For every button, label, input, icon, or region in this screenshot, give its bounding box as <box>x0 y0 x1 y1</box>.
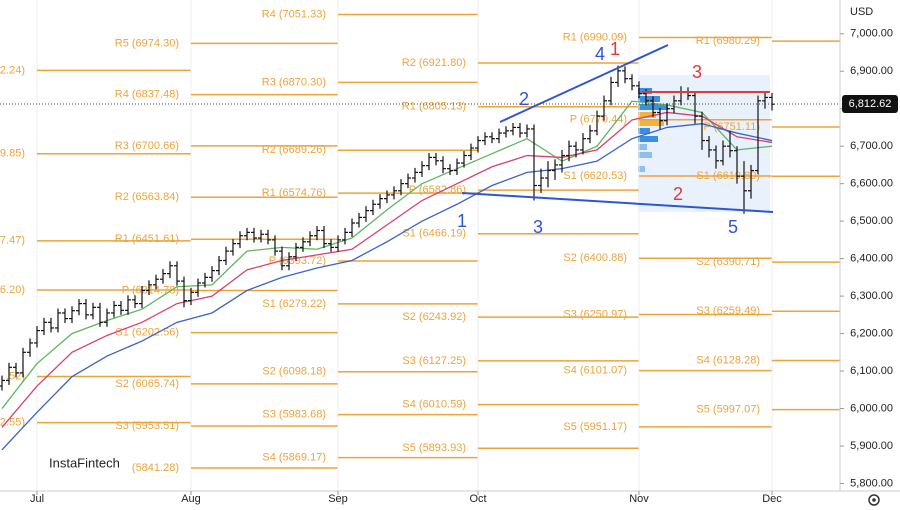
pivot-label: R3 (6870.30) <box>262 76 326 88</box>
y-tick-label: 6,300.00 <box>850 290 893 302</box>
profile-bar <box>638 120 664 126</box>
pivot-label: 6.20) <box>0 284 25 296</box>
trend-line <box>461 192 774 213</box>
moving-average <box>1 100 773 409</box>
price-box <box>842 94 898 113</box>
pivot-label: S4 (5869.17) <box>262 451 326 463</box>
pivot-label: (5841.28) <box>132 462 179 474</box>
x-tick-label: Sep <box>328 493 348 505</box>
y-tick-label: 6,400.00 <box>850 253 893 265</box>
pivot-label: S2 (6400.88) <box>563 252 627 264</box>
wave-label: 1 <box>610 39 620 59</box>
pivot-label: S4 (6101.07) <box>563 365 627 377</box>
pivot-label: R4 (7051.33) <box>262 8 326 20</box>
profile-area <box>638 75 770 212</box>
pivot-label: P (6314.78) <box>122 284 179 296</box>
pivot-label: S2 (6390.71) <box>696 256 760 268</box>
pivot-label: R5 (6974.30) <box>115 37 179 49</box>
currency: USD <box>850 6 873 18</box>
pivot-label: R1 (6980.29) <box>696 35 760 47</box>
pivot-label: 9.85) <box>0 148 25 160</box>
profile-bar <box>638 136 658 142</box>
pivot-label: R1 (6451.61) <box>115 233 179 245</box>
wave-label: 3 <box>692 62 702 82</box>
pivot-label: R3 (6700.66) <box>115 140 179 152</box>
wave-label: 2 <box>673 184 683 204</box>
x-tick-label: Jul <box>30 493 44 505</box>
pivot-label: R2 (6921.80) <box>402 57 466 69</box>
pivot-label: S3 (5983.68) <box>262 409 326 421</box>
x-tick-label: Nov <box>629 493 649 505</box>
pivot-label: R1 (6574.76) <box>262 187 326 199</box>
pivot-label: 2.24) <box>0 64 25 76</box>
pivot-label: S2 (6065.74) <box>115 378 179 390</box>
y-tick-label: 6,100.00 <box>850 365 893 377</box>
pivot-label: S3 (6259.49) <box>696 305 760 317</box>
settings-icon[interactable] <box>868 494 880 506</box>
pivot-label: S3 (5953.51) <box>115 420 179 432</box>
x-tick-label: Dec <box>762 493 782 505</box>
pivot-label: S5 (5951.17) <box>563 421 627 433</box>
profile-bar <box>638 96 660 102</box>
watermark-bg <box>44 453 118 475</box>
wave-label: 1 <box>457 211 467 231</box>
pivot-label: R2 (6689.26) <box>262 144 326 156</box>
pivot-label: S3 (6250.97) <box>563 308 627 320</box>
pivot-label: S3 (6127.25) <box>402 355 466 367</box>
x-tick-label: Oct <box>469 493 486 505</box>
y-tick-label: 5,900.00 <box>850 440 893 452</box>
wave-label: 5 <box>728 217 738 237</box>
x-tick-label: Aug <box>181 493 201 505</box>
pivot-label: R4 (6837.48) <box>115 89 179 101</box>
pivot-label: R1 (6805.13) <box>402 101 466 113</box>
price-label: 6,812.62 <box>849 98 892 110</box>
wave-label: 3 <box>533 217 543 237</box>
profile-bar <box>638 128 650 134</box>
pivot-label: S4 (6010.59) <box>402 398 466 410</box>
pivot-label: S4 (6128.28) <box>696 354 760 366</box>
wave-label: 4 <box>595 44 605 64</box>
volume-profile <box>638 75 770 212</box>
y-tick-label: 6,200.00 <box>850 327 893 339</box>
trend-line <box>499 44 669 123</box>
watermark: InstaFintech <box>49 455 120 470</box>
pivot-label: S1 (6466.19) <box>402 228 466 240</box>
y-tick-label: 5,800.00 <box>850 477 893 489</box>
pivot-label: P (6393.72) <box>269 255 326 267</box>
pivot-label: 2.55) <box>0 416 25 428</box>
profile-bar <box>638 144 647 150</box>
pivot-label: S5 (5997.07) <box>696 404 760 416</box>
pivot-label: S1 (6279.22) <box>262 298 326 310</box>
y-tick-label: 6,600.00 <box>850 178 893 190</box>
profile-bar <box>638 166 645 172</box>
pivot-label: S1 (6620.53) <box>563 170 627 182</box>
y-tick-label: 6,000.00 <box>850 402 893 414</box>
y-tick-label: 6,900.00 <box>850 65 893 77</box>
y-tick-label: 6,500.00 <box>850 215 893 227</box>
pivot-label: R1 (6990.09) <box>563 31 627 43</box>
moving-average <box>1 123 773 451</box>
y-tick-label: 7,000.00 <box>850 28 893 40</box>
plot: 2.24)9.85)7.47)6.20).52)2.55)R5 (6974.30… <box>0 0 840 491</box>
axis-panel <box>840 0 900 510</box>
gear-center[interactable] <box>872 498 876 502</box>
pivot-label: R2 (6563.84) <box>115 191 179 203</box>
profile-bar <box>638 112 656 118</box>
pivot-label: S2 (6243.92) <box>402 311 466 323</box>
pivot-label: P (6770.44) <box>570 114 627 126</box>
profile-bar <box>638 152 652 158</box>
moving-average <box>1 111 773 428</box>
pivot-label: 7.47) <box>0 235 25 247</box>
gear[interactable] <box>868 494 880 506</box>
pivot-label: S5 (5893.93) <box>402 442 466 454</box>
pivot-label: P (6582.86) <box>409 184 466 196</box>
wave-label: 2 <box>519 89 529 109</box>
pivot-label: S2 (6098.18) <box>262 366 326 378</box>
y-tick-label: 6,700.00 <box>850 140 893 152</box>
